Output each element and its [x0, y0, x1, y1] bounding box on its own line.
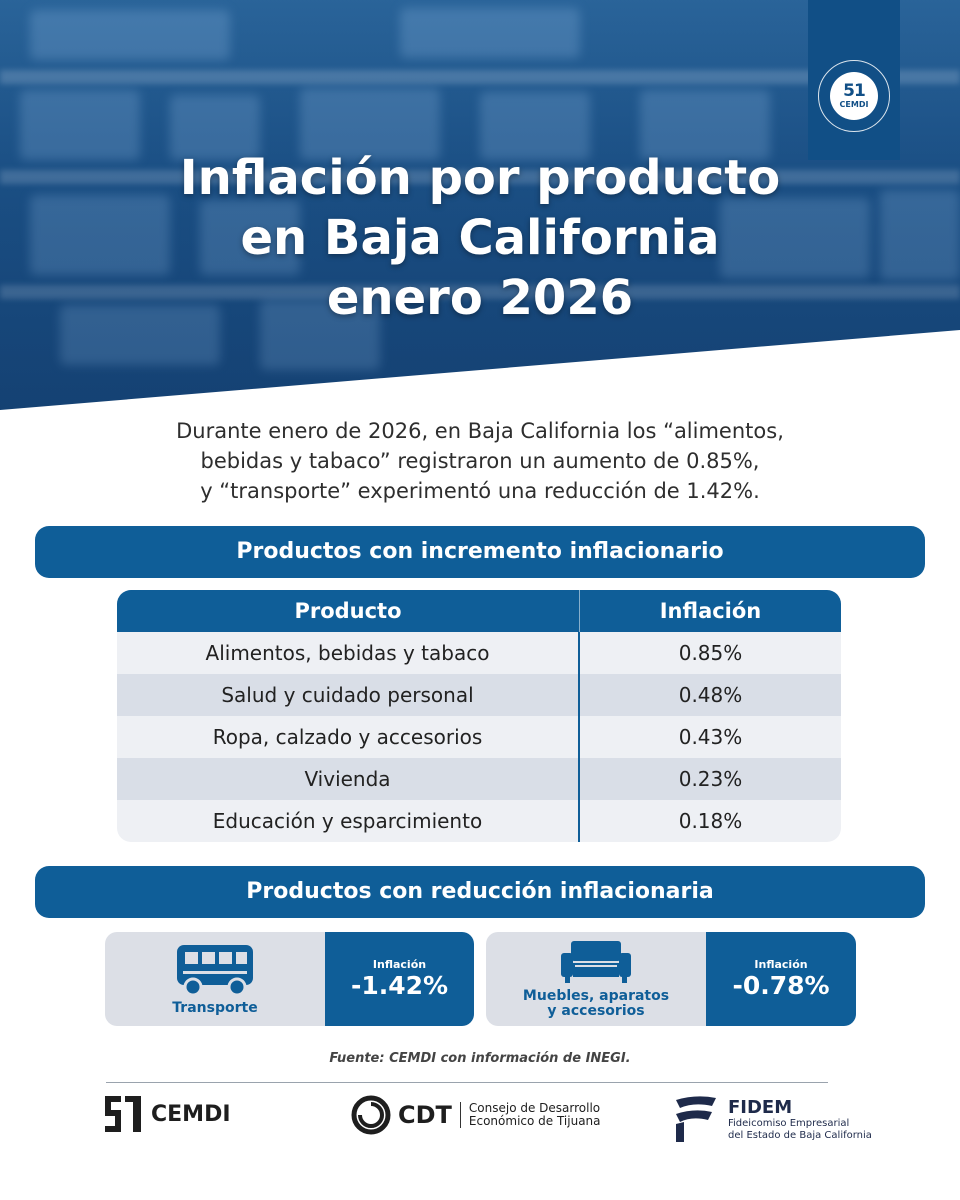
intro-line: Durante enero de 2026, en Baja Californi… [176, 419, 784, 443]
hero-banner [0, 0, 960, 410]
cdt-subtitle: Consejo de Desarrollo Económico de Tijua… [459, 1101, 601, 1128]
intro-paragraph: Durante enero de 2026, en Baja Californi… [60, 416, 900, 506]
badge-ring [818, 60, 890, 132]
inflation-cell: 0.18% [678, 809, 743, 833]
product-cell: Ropa, calzado y accesorios [117, 716, 580, 758]
card-label-line: y accesorios [547, 1003, 645, 1019]
table-row: Alimentos, bebidas y tabaco 0.85% [117, 632, 841, 674]
decrease-section-header: Productos con reducción inflacionaria [35, 866, 925, 918]
inflation-cell: 0.48% [678, 683, 743, 707]
transporte-card: Transporte Inflación -1.42% [105, 932, 474, 1026]
inflation-cell: 0.43% [678, 725, 743, 749]
card-value-label: Inflación [372, 957, 427, 971]
muebles-card: Muebles, aparatos y accesorios Inflación… [486, 932, 856, 1026]
cdt-logo: CDT Consejo de Desarrollo Económico de T… [350, 1094, 601, 1136]
footer-divider [106, 1082, 828, 1083]
fidem-text: FIDEM Fideicomiso Empresarial del Estado… [728, 1097, 872, 1142]
table-row: Vivienda 0.23% [117, 758, 841, 800]
sofa-icon [561, 941, 631, 983]
card-value-label: Inflación [754, 957, 808, 971]
title-line-1: Inflación por producto [179, 150, 781, 206]
fidem-wordmark: FIDEM [728, 1096, 793, 1118]
table-row: Salud y cuidado personal 0.48% [117, 674, 841, 716]
cdt-subtitle-line: Consejo de Desarrollo [468, 1101, 601, 1115]
title-line-3: enero 2026 [326, 270, 634, 326]
cemdi-logo: CEMDI [103, 1094, 231, 1134]
increase-section-header: Productos con incremento inflacionario [35, 526, 925, 578]
column-header-inflacion: Inflación [659, 599, 762, 623]
intro-line: y “transporte” experimentó una reducción… [200, 479, 760, 503]
inflation-table: Producto Inflación Alimentos, bebidas y … [117, 590, 841, 842]
bus-icon [177, 944, 253, 996]
cdt-mark-icon [351, 1095, 391, 1135]
cemdi-badge: 51 CEMDI [808, 0, 900, 160]
card-label: Transporte [172, 999, 258, 1016]
fidem-mark-icon [676, 1096, 716, 1142]
table-row: Educación y esparcimiento 0.18% [117, 800, 841, 842]
product-cell: Salud y cuidado personal [117, 674, 580, 716]
inflation-cell: 0.85% [678, 641, 743, 665]
cdt-wordmark: CDT [398, 1101, 452, 1129]
cemdi-wordmark: CEMDI [151, 1101, 231, 1127]
fidem-subtitle-line: Fideicomiso Empresarial [728, 1117, 850, 1129]
table-header: Producto Inflación [117, 590, 841, 632]
cdt-subtitle-line: Económico de Tijuana [468, 1114, 601, 1128]
card-label-line: Muebles, aparatos [522, 988, 670, 1004]
fidem-subtitle-line: del Estado de Baja California [728, 1129, 872, 1141]
table-row: Ropa, calzado y accesorios 0.43% [117, 716, 841, 758]
card-value: -0.78% [732, 970, 830, 1000]
column-header-producto: Producto [117, 590, 580, 632]
cemdi-logo-icon: 51 CEMDI [830, 72, 878, 120]
intro-line: bebidas y tabaco” registraron un aumento… [200, 449, 760, 473]
product-cell: Alimentos, bebidas y tabaco [117, 632, 580, 674]
fidem-logo: FIDEM Fideicomiso Empresarial del Estado… [672, 1094, 872, 1144]
inflation-cell: 0.23% [678, 767, 743, 791]
card-value: -1.42% [350, 970, 449, 1000]
product-cell: Vivienda [117, 758, 580, 800]
card-label: Muebles, aparatos y accesorios [523, 989, 669, 1019]
cemdi-mark-icon [105, 1096, 141, 1132]
page-title: Inflación por producto en Baja Californi… [0, 148, 960, 328]
product-cell: Educación y esparcimiento [117, 800, 580, 842]
title-line-2: en Baja California [240, 210, 720, 266]
source-note: Fuente: CEMDI con información de INEGI. [329, 1051, 631, 1066]
